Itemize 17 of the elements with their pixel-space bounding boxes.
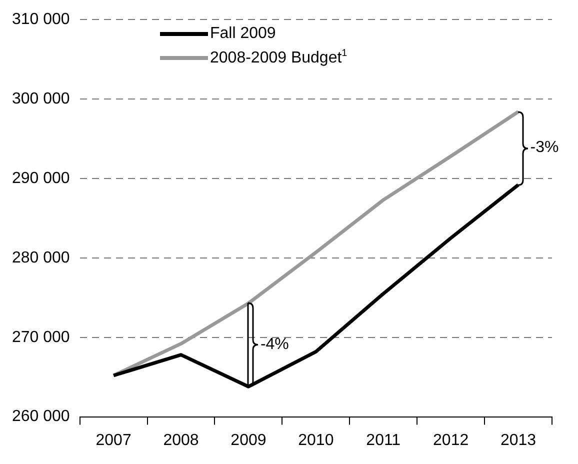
y-tick-label: 260 000 xyxy=(12,408,70,426)
y-tick-label: 280 000 xyxy=(12,249,70,266)
x-tick-label: 2010 xyxy=(298,432,334,449)
x-tick-label: 2011 xyxy=(366,432,401,449)
y-tick-label: 270 000 xyxy=(12,328,70,346)
annotation: -4% xyxy=(260,336,289,354)
y-tick-label: 300 000 xyxy=(12,90,70,108)
x-tick-label: 2012 xyxy=(433,432,469,449)
y-tick-label: 310 000 xyxy=(12,11,70,28)
legend-label: 2008-2009 Budget$^{1}$ xyxy=(210,48,348,68)
x-tick-label: 2008 xyxy=(163,432,199,449)
x-tick-label: 2013 xyxy=(500,432,536,449)
legend-label: Fall 2009 xyxy=(210,25,276,43)
y-tick-label: 290 000 xyxy=(12,170,70,187)
x-tick-label: 2009 xyxy=(230,432,266,449)
annotation: -3% xyxy=(530,139,559,158)
x-tick-label: 2007 xyxy=(96,432,132,449)
